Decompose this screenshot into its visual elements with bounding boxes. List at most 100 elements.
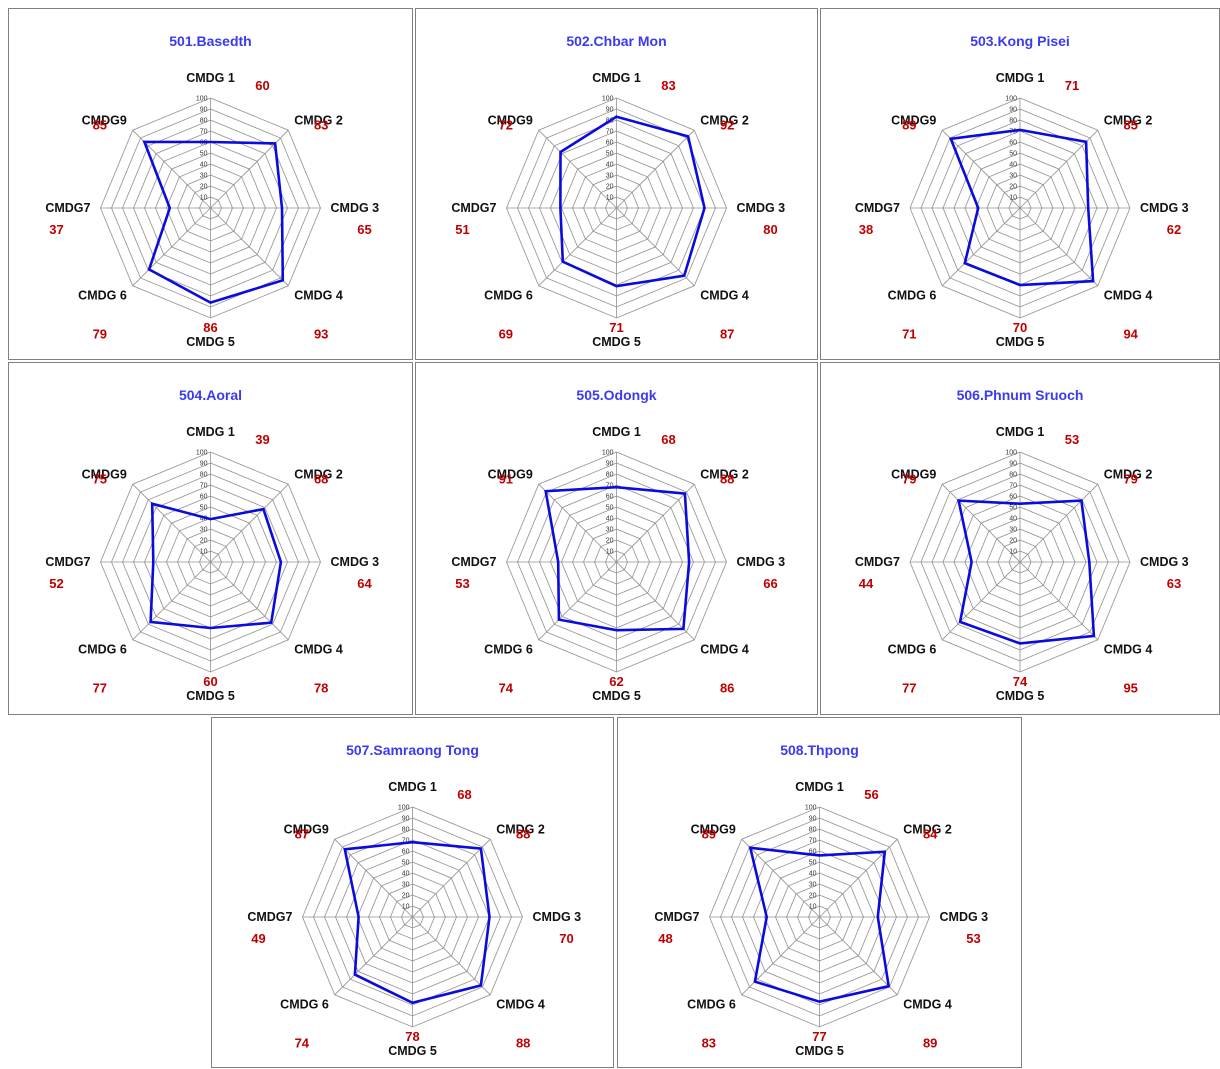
axis-label: CMDG 6 bbox=[78, 643, 127, 657]
data-value-label: 77 bbox=[93, 681, 107, 696]
data-value-label: 53 bbox=[455, 576, 469, 591]
axis-label: CMDG 3 bbox=[331, 555, 380, 569]
radar-chart: 505.Odongk 10 20 30 40 50 60 70 80 90 100 CMDG 1 68 C… bbox=[451, 387, 785, 703]
data-value-label: 91 bbox=[499, 471, 513, 486]
radar-grid bbox=[909, 451, 1131, 673]
radar-chart: 502.Chbar Mon 10 20 30 40 50 60 70 80 90 100 CMDG 1… bbox=[451, 33, 786, 349]
radar-chart-panel: 506.Phnum Sruoch 10 20 30 40 50 60 70 80 90 100 CMD… bbox=[820, 362, 1220, 715]
data-value-label: 85 bbox=[1123, 117, 1137, 132]
axis-label: CMDG 3 bbox=[331, 201, 380, 215]
tick-label: 70 bbox=[200, 483, 208, 490]
axis-label: CMDG7 bbox=[45, 555, 90, 569]
axis-spoke bbox=[819, 916, 898, 996]
tick-label: 80 bbox=[606, 472, 614, 479]
chart-title: 507.Samraong Tong bbox=[346, 742, 479, 758]
radar-chart-panel: 501.Basedth 10 20 30 40 50 60 70 80 90 100 CMDG 1 60… bbox=[8, 8, 413, 360]
data-value-label: 87 bbox=[295, 826, 309, 841]
series-line bbox=[748, 846, 891, 1004]
data-value-label: 86 bbox=[203, 320, 217, 335]
data-value-label: 56 bbox=[864, 787, 878, 802]
tick-label: 20 bbox=[606, 184, 614, 191]
chart-title: 504.Aoral bbox=[179, 387, 242, 403]
series-line bbox=[142, 140, 285, 305]
axis-label: CMDG 3 bbox=[1140, 201, 1189, 215]
axis-label: CMDG 6 bbox=[280, 998, 329, 1012]
chart-title: 506.Phnum Sruoch bbox=[957, 387, 1084, 403]
axis-spoke bbox=[538, 129, 617, 209]
data-value-label: 83 bbox=[314, 117, 328, 132]
chart-title: 503.Kong Pisei bbox=[970, 33, 1070, 49]
axis-label: CMDG7 bbox=[247, 910, 292, 924]
axis-label: CMDG7 bbox=[855, 555, 900, 569]
radar-grid bbox=[506, 451, 727, 673]
axis-label: CMDG7 bbox=[45, 201, 90, 215]
data-value-label: 83 bbox=[702, 1036, 716, 1051]
radar-chart: 506.Phnum Sruoch 10 20 30 40 50 60 70 80 90 100 CMD… bbox=[855, 387, 1189, 703]
axis-label: CMDG 1 bbox=[996, 71, 1045, 85]
data-value-label: 77 bbox=[902, 681, 916, 696]
axis-label: CMDG9 bbox=[284, 822, 329, 836]
tick-label: 50 bbox=[606, 151, 614, 158]
data-value-label: 74 bbox=[499, 681, 514, 696]
axis-label: CMDG 2 bbox=[903, 822, 952, 836]
data-value-label: 66 bbox=[763, 576, 777, 591]
data-value-label: 74 bbox=[1013, 674, 1028, 689]
axis-label: CMDG7 bbox=[451, 201, 496, 215]
series-line bbox=[149, 502, 283, 630]
axis-label: CMDG 4 bbox=[903, 998, 952, 1012]
radar-chart-panel: 502.Chbar Mon 10 20 30 40 50 60 70 80 90 100 CMDG 1… bbox=[415, 8, 818, 360]
axis-label: CMDG 6 bbox=[78, 289, 127, 303]
tick-label: 30 bbox=[606, 527, 614, 534]
data-value-label: 68 bbox=[661, 432, 675, 447]
radar-chart: 508.Thpong 10 20 30 40 50 60 70 80 90 100 CMDG 1 56 C… bbox=[654, 742, 989, 1058]
data-value-label: 77 bbox=[812, 1029, 826, 1044]
axis-label: CMDG 1 bbox=[795, 780, 844, 794]
data-value-label: 52 bbox=[49, 576, 63, 591]
data-value-label: 48 bbox=[658, 931, 672, 946]
axis-spoke bbox=[941, 561, 1021, 641]
axis-label: CMDG 4 bbox=[1104, 643, 1153, 657]
tick-label: 100 bbox=[398, 805, 410, 812]
axis-label: CMDG 5 bbox=[996, 689, 1045, 703]
tick-label: 70 bbox=[606, 129, 614, 136]
data-value-label: 94 bbox=[1123, 327, 1138, 342]
data-value-label: 64 bbox=[357, 576, 372, 591]
tick-label: 40 bbox=[1009, 516, 1017, 523]
axis-label: CMDG 6 bbox=[687, 998, 736, 1012]
tick-label: 80 bbox=[200, 118, 208, 125]
data-value-label: 84 bbox=[923, 826, 938, 841]
tick-label: 100 bbox=[1005, 96, 1017, 103]
axis-label: CMDG 3 bbox=[940, 910, 989, 924]
radar-grid bbox=[506, 97, 727, 319]
tick-label: 50 bbox=[1009, 151, 1017, 158]
tick-label: 40 bbox=[402, 871, 410, 878]
axis-label: CMDG 5 bbox=[592, 335, 641, 349]
tick-label: 100 bbox=[196, 96, 208, 103]
axis-label: CMDG 3 bbox=[737, 201, 786, 215]
tick-label: 60 bbox=[809, 849, 817, 856]
axis-label: CMDG9 bbox=[488, 113, 533, 127]
chart-title: 505.Odongk bbox=[576, 387, 656, 403]
tick-label: 60 bbox=[1009, 494, 1017, 501]
tick-label: 50 bbox=[200, 151, 208, 158]
series-line bbox=[343, 840, 491, 1005]
radar-chart-panel: 504.Aoral 10 20 30 40 50 60 70 80 90 100 CMDG 1 39 CM… bbox=[8, 362, 413, 715]
tick-label: 50 bbox=[606, 505, 614, 512]
data-value-label: 39 bbox=[255, 432, 269, 447]
axis-spoke bbox=[538, 207, 617, 287]
axis-spoke bbox=[941, 483, 1021, 563]
tick-label: 20 bbox=[809, 893, 817, 900]
series-line bbox=[948, 128, 1095, 287]
data-value-label: 80 bbox=[763, 222, 777, 237]
tick-label: 10 bbox=[809, 904, 817, 911]
tick-label: 100 bbox=[602, 450, 614, 457]
data-value-label: 87 bbox=[720, 327, 734, 342]
axis-spoke bbox=[941, 129, 1021, 209]
axis-label: CMDG 1 bbox=[996, 425, 1045, 439]
axis-spoke bbox=[741, 838, 820, 918]
axis-label: CMDG7 bbox=[654, 910, 699, 924]
axis-label: CMDG 1 bbox=[186, 71, 235, 85]
tick-label: 70 bbox=[606, 483, 614, 490]
tick-label: 20 bbox=[402, 893, 410, 900]
tick-label: 60 bbox=[1009, 140, 1017, 147]
